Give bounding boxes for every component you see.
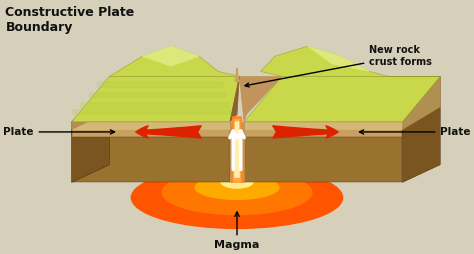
Polygon shape — [261, 46, 440, 76]
Polygon shape — [233, 119, 241, 182]
Polygon shape — [244, 122, 402, 182]
Text: Plate: Plate — [359, 127, 471, 137]
Ellipse shape — [194, 175, 280, 200]
Text: Magma: Magma — [214, 212, 260, 250]
Polygon shape — [72, 122, 230, 182]
Polygon shape — [72, 89, 109, 182]
Polygon shape — [89, 91, 225, 97]
Polygon shape — [244, 76, 440, 122]
Polygon shape — [109, 46, 239, 76]
Polygon shape — [231, 117, 243, 182]
Polygon shape — [143, 46, 199, 66]
Ellipse shape — [220, 176, 254, 189]
Text: New rock
crust forms: New rock crust forms — [245, 45, 432, 87]
Polygon shape — [244, 122, 402, 137]
Polygon shape — [230, 122, 244, 182]
Polygon shape — [402, 76, 440, 182]
Polygon shape — [239, 76, 282, 122]
Text: Plate: Plate — [3, 127, 115, 137]
Ellipse shape — [131, 166, 343, 229]
Polygon shape — [72, 109, 230, 114]
Polygon shape — [235, 122, 239, 177]
Polygon shape — [308, 46, 369, 71]
Text: Constructive Plate
Boundary: Constructive Plate Boundary — [5, 6, 135, 34]
Polygon shape — [230, 114, 244, 122]
Polygon shape — [80, 102, 228, 107]
Polygon shape — [72, 89, 109, 130]
Polygon shape — [235, 69, 239, 82]
Ellipse shape — [161, 170, 313, 215]
Polygon shape — [244, 122, 402, 130]
Polygon shape — [402, 76, 440, 130]
Polygon shape — [72, 122, 230, 130]
Polygon shape — [72, 122, 230, 137]
Polygon shape — [72, 76, 239, 122]
Polygon shape — [97, 82, 223, 87]
Polygon shape — [230, 76, 239, 122]
